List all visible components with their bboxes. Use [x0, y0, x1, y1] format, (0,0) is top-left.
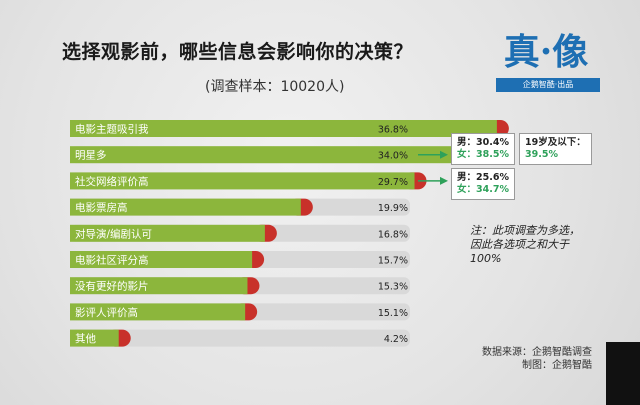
category-label: 对导演/编剧认可 [75, 227, 152, 240]
star-age-box: 19岁及以下： 39.5% [519, 133, 592, 165]
bar [70, 224, 265, 242]
data-label: 15.3% [378, 282, 408, 293]
data-label: 34.0% [378, 151, 408, 162]
logo-subtitle: 企鹅智酷·出品 [496, 78, 600, 92]
social-annotation-box: 男：25.6% 女：34.7% [451, 168, 515, 200]
source-credit: 数据来源：企鹅智酷调查 制图：企鹅智酷 [478, 346, 592, 372]
data-label: 19.9% [378, 203, 408, 214]
category-label: 影评人评价高 [75, 306, 138, 319]
data-label: 29.7% [378, 177, 408, 188]
category-label: 社交网络评价高 [75, 175, 149, 188]
corner-block [606, 342, 640, 405]
arrow-head [440, 150, 448, 159]
social-male-stat: 男：25.6% [457, 172, 509, 183]
bar [70, 303, 246, 321]
category-label: 电影主题吸引我 [75, 123, 149, 136]
data-label: 15.1% [378, 308, 408, 319]
star-annotation-box: 男：30.4% 女：38.5% [451, 133, 515, 165]
source-line: 数据来源：企鹅智酷调查 [482, 347, 592, 358]
bar [70, 120, 497, 137]
bar [70, 198, 301, 216]
category-label: 电影社区评分高 [75, 254, 149, 267]
credit-line: 制图：企鹅智酷 [522, 360, 592, 371]
bar [70, 329, 119, 347]
category-label: 没有更好的影片 [75, 280, 149, 293]
star-age-label: 19岁及以下： [525, 137, 586, 148]
social-female-stat: 女：34.7% [457, 184, 509, 195]
star-age-value: 39.5% [525, 149, 558, 160]
category-label: 其他 [75, 332, 96, 345]
bar [70, 277, 248, 295]
bar [70, 172, 415, 190]
footnote: 注：此项调查为多选，因此各选项之和大于100% [470, 224, 580, 265]
data-label: 15.7% [378, 256, 408, 267]
logo-text: 真·像 [503, 31, 589, 73]
arrow-head [440, 176, 448, 185]
category-label: 电影票房高 [75, 201, 128, 214]
data-label: 36.8% [378, 125, 408, 136]
chart-subtitle: (调查样本：10020人) [205, 79, 345, 95]
data-label: 16.8% [378, 229, 408, 240]
bar [70, 251, 253, 268]
star-male-stat: 男：30.4% [457, 137, 509, 148]
bar-track [70, 329, 410, 347]
logo: 真·像 企鹅智酷·出品 [486, 30, 606, 100]
category-label: 明星多 [75, 149, 107, 162]
data-label: 4.2% [384, 334, 408, 345]
star-female-stat: 女：38.5% [457, 149, 509, 160]
bar [70, 146, 465, 164]
chart-title: 选择观影前，哪些信息会影响你的决策？ [62, 41, 414, 63]
